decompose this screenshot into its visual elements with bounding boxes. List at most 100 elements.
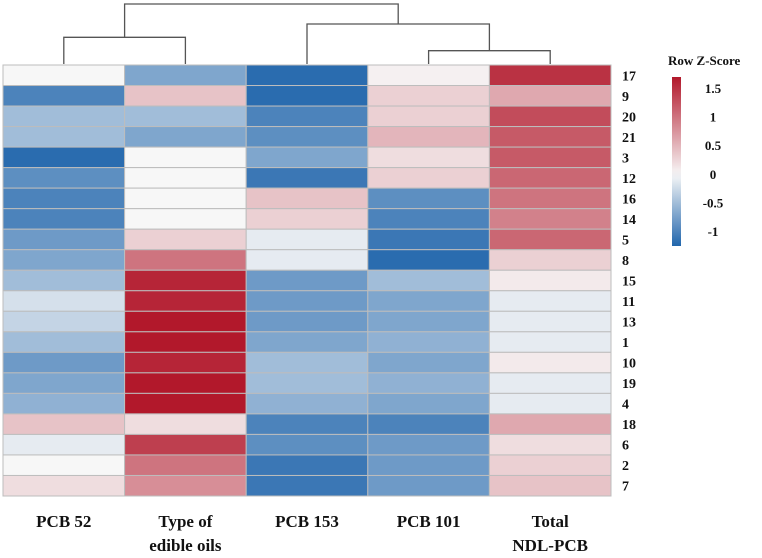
heatmap-cell: [245, 167, 369, 189]
heatmap-cell: [367, 433, 490, 456]
heatmap-cell: [124, 290, 247, 312]
heatmap-cell: [2, 290, 126, 312]
row-label: 4: [622, 398, 629, 413]
heatmap-cell: [245, 392, 369, 415]
heatmap-cell: [488, 351, 612, 374]
heatmap-cell: [367, 372, 490, 394]
heatmap-cell: [488, 433, 612, 456]
heatmap-cell: [124, 146, 247, 169]
heatmap-cell: [2, 351, 126, 374]
heatmap-cell: [245, 433, 369, 456]
heatmap-cell: [124, 85, 247, 107]
legend-tick-label: 1: [710, 110, 717, 125]
heatmap-cell: [367, 85, 490, 107]
column-label: PCB 153: [275, 512, 339, 531]
heatmap-cell: [367, 146, 490, 169]
heatmap-cell: [245, 228, 369, 251]
heatmap-cell: [2, 433, 126, 456]
heatmap-cell: [245, 310, 369, 333]
heatmap-cell: [488, 228, 612, 251]
heatmap-cell: [488, 290, 612, 312]
heatmap-cell: [2, 64, 126, 87]
heatmap-cell: [367, 310, 490, 333]
heatmap-cell: [124, 433, 247, 456]
heatmap-cell: [124, 208, 247, 230]
heatmap-cell: [488, 310, 612, 333]
row-label: 8: [622, 254, 629, 269]
heatmap-cell: [245, 187, 369, 210]
heatmap-cell: [124, 454, 247, 476]
row-label: 19: [622, 377, 636, 392]
heatmap-cell: [367, 351, 490, 374]
heatmap-cell: [124, 351, 247, 374]
column-label: PCB 52: [36, 512, 91, 531]
heatmap-cell: [124, 126, 247, 148]
heatmap-cell: [488, 331, 612, 353]
heatmap-cell: [124, 474, 247, 497]
heatmap-cell: [245, 372, 369, 394]
row-label: 14: [622, 213, 636, 228]
row-label: 11: [622, 295, 635, 310]
legend-tick-label: 0: [710, 167, 717, 182]
heatmap-cell: [2, 167, 126, 189]
heatmap-cell: [488, 64, 612, 87]
heatmap-cell: [367, 187, 490, 210]
heatmap-cell: [488, 454, 612, 476]
column-dendrogram: [63, 3, 551, 64]
heatmap-cell: [488, 249, 612, 271]
row-label: 17: [622, 69, 636, 84]
heatmap-cell: [245, 351, 369, 374]
heatmap-cell: [2, 372, 126, 394]
heatmap-cell: [2, 413, 126, 435]
heatmap-cell: [124, 331, 247, 353]
heatmap-cell: [488, 372, 612, 394]
heatmap-cell: [245, 126, 369, 148]
heatmap-cell: [2, 392, 126, 415]
heatmap-cell: [245, 474, 369, 497]
heatmap-cell: [245, 331, 369, 353]
heatmap-cell: [2, 269, 126, 292]
heatmap-cell: [245, 454, 369, 476]
heatmap-cell: [2, 105, 126, 128]
heatmap-cell: [488, 413, 612, 435]
heatmap-cell: [124, 269, 247, 292]
row-label: 18: [622, 418, 636, 433]
heatmap-cell: [2, 310, 126, 333]
heatmap-cell: [488, 146, 612, 169]
heatmap-cell: [488, 85, 612, 107]
dendrogram-branch: [63, 36, 187, 64]
dendrogram-branch: [427, 50, 551, 64]
heatmap-cell: [2, 187, 126, 210]
heatmap-cell: [488, 208, 612, 230]
heatmap-cell: [245, 85, 369, 107]
row-label: 1: [622, 336, 629, 351]
heatmap-cell: [488, 187, 612, 210]
heatmap-cell: [2, 249, 126, 271]
heatmap-cell: [367, 392, 490, 415]
dendrogram-branch: [123, 3, 399, 38]
heatmap-cell: [367, 454, 490, 476]
column-label: PCB 101: [397, 512, 461, 531]
heatmap-cell: [2, 474, 126, 497]
heatmap-cell: [2, 126, 126, 148]
heatmap-cell: [488, 392, 612, 415]
row-labels: 17 9 20 21 3 12 16 14 5 8 15 11 13 1 10 19 4 18 6 2 7: [622, 69, 636, 494]
heatmap-cell: [245, 413, 369, 435]
heatmap-cell: [367, 249, 490, 271]
heatmap-cell: [367, 126, 490, 148]
row-label: 7: [622, 480, 629, 495]
row-label: 15: [622, 275, 636, 290]
heatmap-cell: [124, 310, 247, 333]
heatmap-cell: [367, 331, 490, 353]
heatmap-cell: [2, 228, 126, 251]
legend-title: Row Z-Score: [668, 53, 741, 68]
dendrogram-branch: [306, 23, 491, 64]
heatmap-cell: [488, 126, 612, 148]
heatmap-cell: [367, 228, 490, 251]
row-label: 5: [622, 233, 629, 248]
heatmap-cell: [2, 146, 126, 169]
heatmap-cell: [488, 269, 612, 292]
column-label: Type of edible oils: [149, 512, 222, 555]
heatmap-cell: [124, 228, 247, 251]
